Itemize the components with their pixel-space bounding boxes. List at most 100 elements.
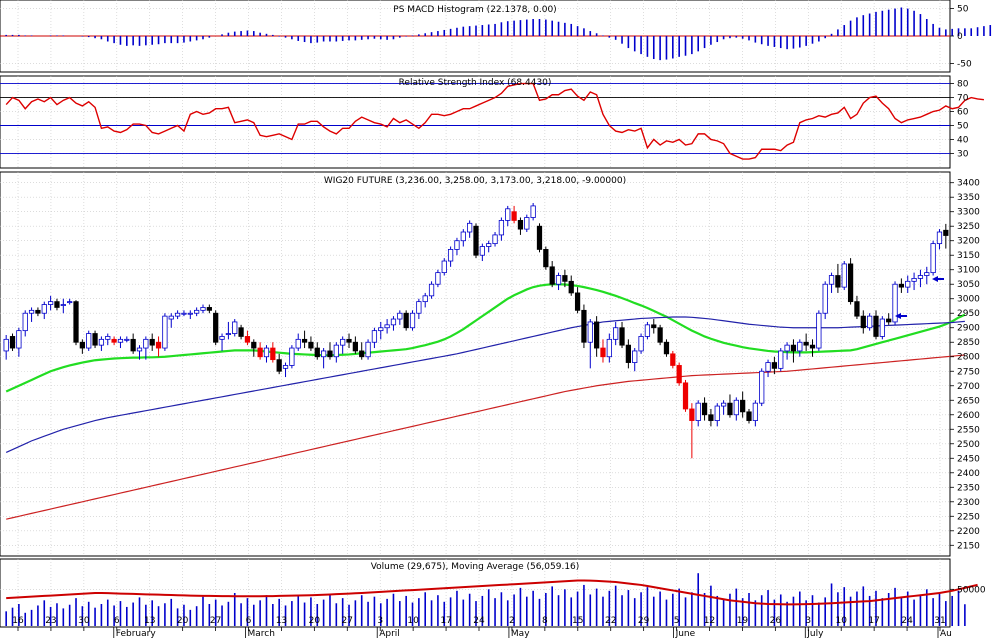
moving-average-line	[5, 283, 966, 393]
candle	[416, 298, 422, 320]
candle-body	[149, 338, 155, 346]
candle	[720, 400, 727, 415]
x-tick-label: 19	[737, 616, 749, 626]
candle	[321, 348, 327, 369]
candle-body	[86, 333, 92, 349]
x-tick-label: 27	[210, 616, 221, 626]
volume-bars	[5, 573, 966, 626]
candle	[428, 281, 435, 299]
candle	[771, 356, 778, 375]
candle-body	[708, 414, 714, 421]
candle-body	[720, 402, 727, 407]
candle	[403, 310, 409, 331]
y-tick-label: 50000	[957, 585, 986, 595]
candle	[886, 313, 892, 325]
candle	[651, 319, 657, 334]
candle	[41, 301, 47, 320]
candle-body	[28, 309, 35, 314]
candle	[549, 261, 555, 288]
candle-body	[917, 275, 924, 279]
candle-body	[301, 338, 308, 343]
candle	[892, 281, 898, 325]
candle-body	[35, 309, 41, 314]
candle	[511, 205, 517, 224]
candle	[162, 313, 168, 351]
candle-body	[67, 301, 73, 304]
y-tick-label: 50	[957, 121, 969, 131]
candle	[352, 336, 358, 354]
candle	[486, 240, 492, 253]
candle-body	[492, 234, 498, 245]
candle-body	[486, 243, 492, 247]
candle-body	[860, 315, 866, 329]
candle-body	[435, 272, 441, 285]
candle	[194, 307, 200, 317]
candle	[263, 345, 270, 363]
candle-body	[359, 350, 365, 358]
candle-body	[841, 263, 847, 288]
month-label: May	[511, 629, 530, 638]
candle-body	[295, 338, 301, 349]
candle-body	[822, 283, 828, 314]
candle-body	[771, 362, 778, 369]
x-tick-label: 30	[78, 616, 90, 626]
candle	[778, 348, 784, 372]
candle	[435, 269, 441, 288]
candle-body	[41, 304, 47, 314]
candle	[835, 263, 841, 293]
y-tick-label: 30	[957, 149, 969, 159]
candle-body	[174, 312, 181, 317]
candle-body	[505, 208, 511, 221]
price-y-axis: 3400 3350 3300 3250 3200 3150 3100 3050 3000 2950…	[950, 179, 980, 551]
y-tick-label: 3100	[957, 266, 980, 276]
y-tick-label: 2550	[957, 425, 980, 435]
candle	[606, 333, 612, 363]
candle-body	[498, 220, 505, 236]
candle-body	[136, 347, 143, 352]
candle-body	[854, 301, 860, 317]
candle-body	[124, 338, 130, 341]
candle-body	[92, 333, 98, 346]
moving-average-line	[5, 316, 965, 454]
y-tick-label: 80	[957, 80, 969, 90]
candle-body	[803, 341, 809, 346]
candle	[562, 269, 568, 288]
x-tick-label: 3	[805, 616, 811, 626]
macd-y-axis: 50 0 -50	[950, 5, 972, 69]
candle	[181, 310, 187, 317]
x-tick-label: 24	[473, 616, 485, 626]
month-label: June	[675, 629, 696, 638]
candle	[9, 333, 16, 351]
candle-body	[238, 327, 244, 337]
candle-body	[340, 338, 346, 346]
rsi-panel: 80 70 60 50 40 30 Relative Strength Index (68…	[0, 75, 985, 169]
candle	[917, 269, 924, 288]
candle	[689, 403, 695, 459]
x-tick-label: 10	[407, 616, 419, 626]
candle	[244, 330, 251, 346]
volume-panel: 50000 Volume (29,675), Moving Average (5…	[0, 558, 986, 628]
y-tick-label: 2350	[957, 483, 980, 493]
candle-body	[346, 338, 352, 343]
month-label: March	[248, 629, 275, 638]
candle	[943, 223, 949, 249]
candle-body	[3, 338, 9, 352]
candle-body	[79, 341, 85, 349]
y-tick-label: 2600	[957, 411, 980, 421]
x-tick-label: 16	[12, 616, 24, 626]
candle	[708, 408, 714, 427]
candle-body	[263, 347, 270, 358]
candle	[574, 287, 581, 314]
candle-body	[225, 333, 232, 335]
candle-body	[384, 324, 390, 329]
candle-body	[289, 347, 295, 366]
candle	[752, 400, 758, 427]
candle	[251, 339, 257, 357]
y-tick-label: 3350	[957, 193, 980, 203]
month-label: July	[806, 629, 824, 638]
candle-body	[168, 315, 174, 320]
candle-body	[651, 324, 657, 329]
candle	[308, 336, 314, 351]
candle	[301, 330, 308, 349]
